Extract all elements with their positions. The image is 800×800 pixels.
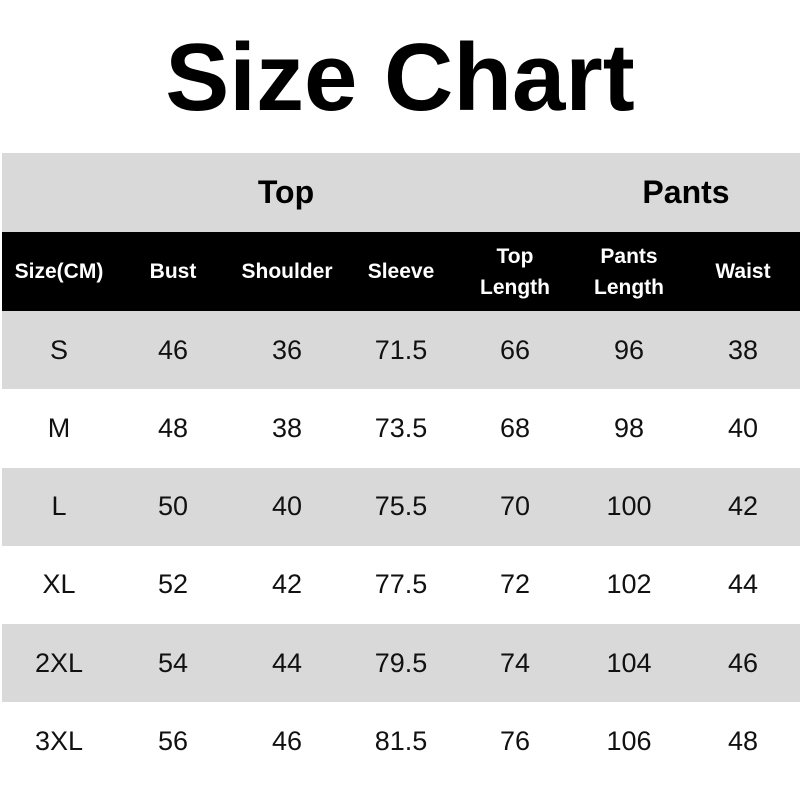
table-cell: 54 — [157, 647, 189, 678]
table-cell: 68 — [499, 412, 531, 443]
table-cell: 79.5 — [374, 647, 428, 678]
table-cell: 106 — [606, 726, 652, 756]
table-cell: 42 — [271, 569, 303, 600]
table-row: XL 52 42 77.5 72 102 44 — [2, 546, 800, 624]
table-cell: 40 — [271, 491, 303, 522]
table-cell: 77.5 — [374, 569, 428, 600]
table-cell: 66 — [499, 334, 531, 365]
table-row: L 50 40 75.5 70 100 42 — [2, 467, 800, 546]
column-header: Shoulder — [241, 260, 333, 283]
column-header: Pants Length — [594, 244, 664, 299]
table-cell: 74 — [499, 647, 531, 678]
table-cell: 73.5 — [374, 412, 428, 443]
column-header: Size(CM) — [14, 260, 104, 283]
table-row: 3XL 56 46 81.5 76 106 48 — [2, 703, 800, 781]
table-cell: 50 — [157, 491, 189, 522]
table-cell: 98 — [613, 412, 645, 443]
table-cell: 48 — [157, 412, 189, 443]
table-row: S 46 36 71.5 66 96 38 — [2, 311, 800, 389]
table-cell: L — [51, 491, 67, 522]
table-cell: 70 — [499, 491, 531, 522]
group-pants-label: Pants — [642, 174, 730, 210]
table-cell: 52 — [157, 569, 189, 600]
table-cell: 81.5 — [374, 726, 428, 756]
table-row: 2XL 54 44 79.5 74 104 46 — [2, 624, 800, 703]
table-cell: 2XL — [34, 647, 84, 678]
column-header: Bust — [149, 260, 197, 283]
table-cell: XL — [42, 569, 76, 600]
column-header: Waist — [715, 260, 771, 283]
table-row: M 48 38 73.5 68 98 40 — [2, 389, 800, 467]
table-cell: 100 — [606, 491, 652, 522]
table-cell: 102 — [606, 569, 652, 600]
group-top-label: Top — [257, 174, 315, 210]
table-cell: 72 — [499, 569, 531, 600]
table-cell: 96 — [613, 334, 645, 365]
table-cell: 104 — [606, 647, 652, 678]
table-cell: 38 — [271, 412, 303, 443]
page-title: Size Chart — [165, 23, 635, 131]
table-cell: 38 — [727, 334, 759, 365]
table-cell: 42 — [727, 491, 759, 522]
table-cell: 44 — [727, 569, 759, 600]
table-cell: 76 — [499, 726, 531, 756]
table-cell: 3XL — [34, 726, 84, 756]
table-cell: 36 — [271, 334, 303, 365]
table-cell: 56 — [157, 726, 189, 756]
column-header-row: Size(CM) Bust Shoulder Sleeve Top Length Pant… — [2, 232, 800, 311]
table-cell: 46 — [271, 726, 303, 756]
table-cell: 46 — [727, 647, 759, 678]
table-cell: 46 — [157, 334, 189, 365]
column-header: Top Length — [480, 244, 550, 299]
column-header: Sleeve — [367, 260, 435, 283]
table-cell: 48 — [727, 726, 759, 756]
group-header-band: Top Pants — [2, 153, 800, 232]
table-cell: 40 — [727, 412, 759, 443]
table-cell: 71.5 — [374, 334, 428, 365]
table-cell: 44 — [271, 647, 303, 678]
table-cell: M — [47, 412, 71, 443]
table-cell: 75.5 — [374, 491, 428, 522]
table-cell: S — [49, 334, 68, 365]
